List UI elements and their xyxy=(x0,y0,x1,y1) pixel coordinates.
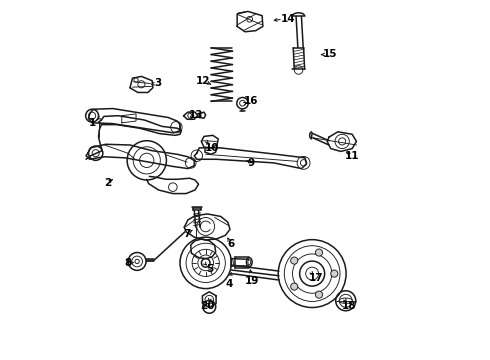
Text: 1: 1 xyxy=(89,118,96,128)
Circle shape xyxy=(291,257,298,264)
Text: 19: 19 xyxy=(245,276,259,286)
Circle shape xyxy=(316,249,322,256)
Text: 20: 20 xyxy=(200,301,215,311)
Circle shape xyxy=(331,270,338,277)
Text: 12: 12 xyxy=(196,76,210,86)
Text: 8: 8 xyxy=(124,258,131,268)
Text: 5: 5 xyxy=(206,264,214,274)
Text: 11: 11 xyxy=(345,151,360,161)
Text: 15: 15 xyxy=(323,49,337,59)
Text: 14: 14 xyxy=(281,14,296,23)
Text: 17: 17 xyxy=(308,273,323,283)
Circle shape xyxy=(316,291,322,298)
Text: 16: 16 xyxy=(244,96,259,107)
Text: 9: 9 xyxy=(248,158,255,168)
Text: 10: 10 xyxy=(205,143,220,153)
Text: 2: 2 xyxy=(104,178,111,188)
Text: 3: 3 xyxy=(154,78,161,88)
Text: 6: 6 xyxy=(227,239,234,249)
Text: 18: 18 xyxy=(342,301,357,311)
Circle shape xyxy=(291,283,298,290)
Text: 4: 4 xyxy=(225,279,233,289)
Text: 7: 7 xyxy=(183,229,191,239)
Text: 13: 13 xyxy=(189,110,203,120)
